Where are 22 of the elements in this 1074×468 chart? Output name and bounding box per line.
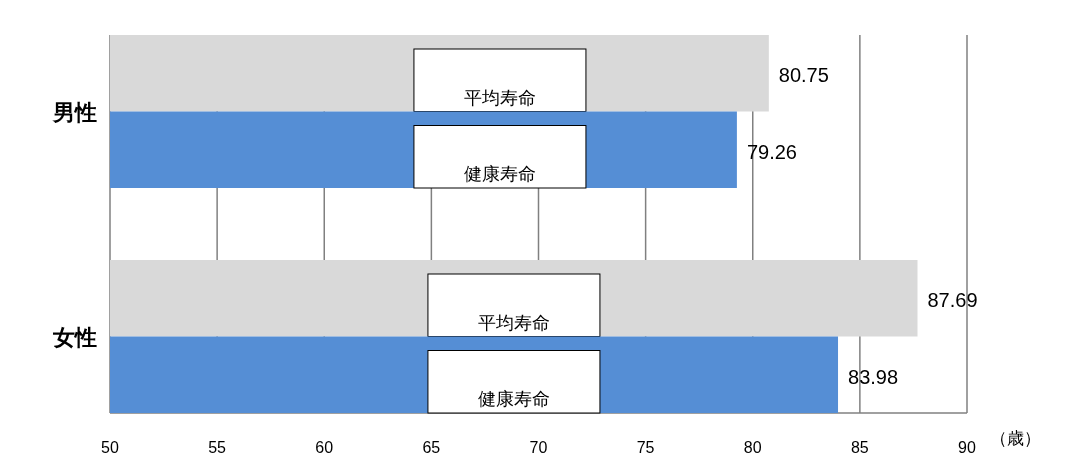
x-tick-label: 80	[743, 439, 762, 456]
x-tick-label: 60	[315, 439, 334, 456]
x-axis-title: （歳）	[989, 429, 1041, 448]
data-label: 79.26	[746, 140, 797, 163]
x-tick-label: 55	[208, 439, 227, 456]
y-tick-label: 女性	[52, 324, 97, 350]
picture-name-box: 健康寿命	[413, 125, 587, 189]
x-tick-label: 75	[636, 439, 655, 456]
y-tick-label: 男性	[52, 99, 97, 125]
data-label: 87.69	[927, 289, 978, 312]
x-tick-label: 90	[958, 439, 976, 456]
x-tick-label: 70	[529, 439, 548, 456]
picture-name-box: 平均寿命	[413, 48, 587, 112]
picture-name-box: 平均寿命	[427, 273, 601, 337]
series-label: 平均寿命	[463, 87, 536, 108]
data-label: 83.98	[848, 365, 899, 388]
series-label: 健康寿命	[463, 164, 536, 184]
picture-name-box: 健康寿命	[427, 350, 601, 414]
x-tick-label: 65	[422, 439, 441, 456]
x-tick-label: 85	[850, 439, 869, 456]
x-tick-label: 50	[101, 439, 119, 456]
data-label: 80.75	[778, 64, 829, 87]
